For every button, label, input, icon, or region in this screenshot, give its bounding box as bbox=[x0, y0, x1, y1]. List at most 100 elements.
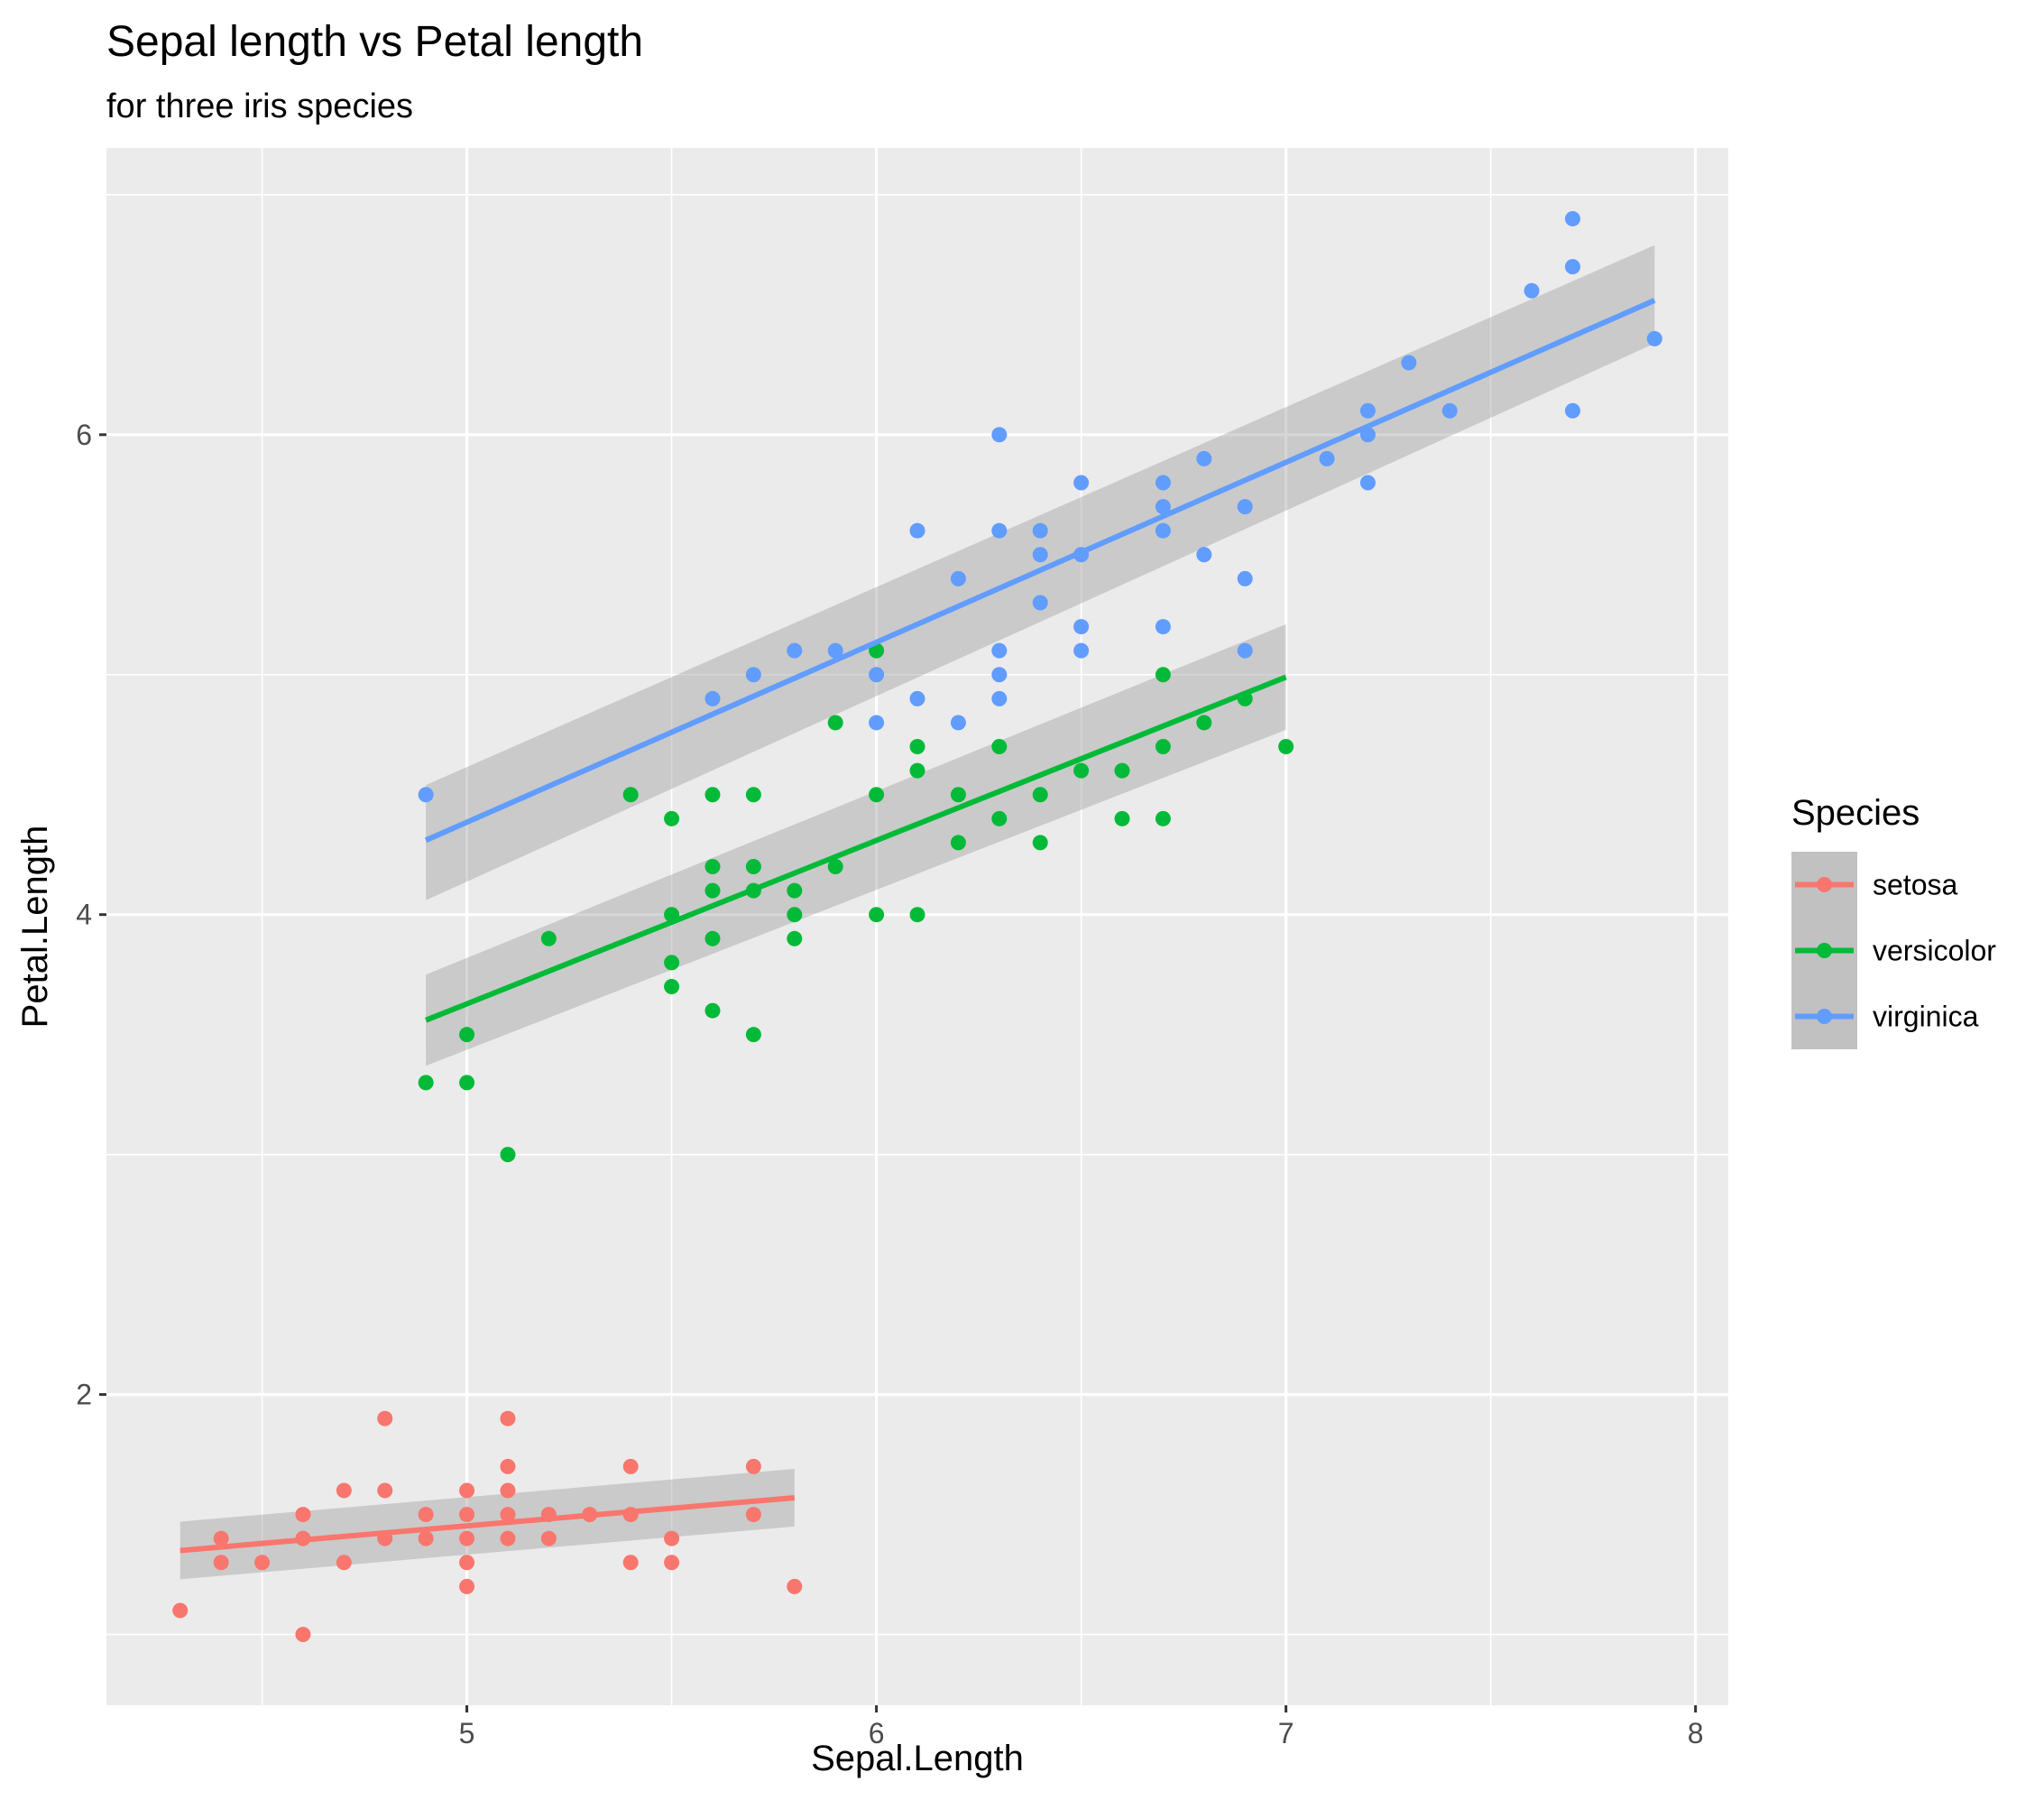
data-point-setosa bbox=[500, 1530, 516, 1546]
fit-line-virginica bbox=[424, 298, 1656, 844]
data-point-virginica bbox=[1237, 642, 1253, 659]
data-point-versicolor bbox=[869, 787, 885, 803]
chart-title: Sepal length vs Petal length bbox=[106, 18, 643, 66]
data-point-virginica bbox=[1401, 355, 1417, 371]
data-point-versicolor bbox=[909, 762, 925, 779]
data-point-virginica bbox=[869, 667, 885, 683]
data-point-setosa bbox=[377, 1410, 393, 1426]
data-point-virginica bbox=[1155, 499, 1171, 515]
data-point-virginica bbox=[1319, 450, 1335, 466]
data-point-versicolor bbox=[1155, 810, 1171, 826]
data-point-versicolor bbox=[418, 1075, 434, 1091]
data-point-setosa bbox=[787, 1578, 803, 1594]
data-point-setosa bbox=[418, 1507, 434, 1523]
data-point-versicolor bbox=[827, 859, 843, 875]
data-point-setosa bbox=[213, 1555, 229, 1571]
data-point-versicolor bbox=[664, 810, 680, 826]
data-point-setosa bbox=[213, 1530, 229, 1546]
data-point-setosa bbox=[500, 1507, 516, 1523]
data-point-versicolor bbox=[1073, 762, 1090, 779]
confidence-band-versicolor bbox=[426, 623, 1286, 1066]
data-point-virginica bbox=[1196, 450, 1212, 466]
data-point-versicolor bbox=[991, 739, 1008, 755]
fit-line-setosa bbox=[180, 1494, 796, 1554]
data-point-virginica bbox=[991, 522, 1008, 539]
fit-lines bbox=[180, 298, 1656, 1554]
data-point-versicolor bbox=[704, 859, 721, 875]
data-point-virginica bbox=[1564, 210, 1580, 226]
y-tick-label: 2 bbox=[76, 1379, 92, 1411]
data-point-versicolor bbox=[1155, 739, 1171, 755]
legend-label-setosa: setosa bbox=[1873, 869, 1957, 901]
data-point-setosa bbox=[664, 1530, 680, 1546]
data-point-setosa bbox=[254, 1555, 271, 1571]
data-point-versicolor bbox=[950, 787, 966, 803]
data-point-virginica bbox=[1441, 402, 1458, 419]
data-point-setosa bbox=[622, 1555, 639, 1571]
legend-key-point-versicolor bbox=[1817, 943, 1832, 958]
data-point-setosa bbox=[336, 1482, 352, 1499]
x-tick-label: 5 bbox=[459, 1717, 475, 1749]
data-point-virginica bbox=[1155, 475, 1171, 491]
data-point-virginica bbox=[1032, 547, 1048, 563]
legend-label-versicolor: versicolor bbox=[1873, 935, 1996, 967]
data-point-versicolor bbox=[1155, 667, 1171, 683]
data-point-virginica bbox=[827, 642, 843, 659]
data-point-virginica bbox=[1564, 259, 1580, 275]
data-point-virginica bbox=[787, 642, 803, 659]
legend-title: Species bbox=[1791, 793, 1920, 833]
data-point-virginica bbox=[909, 690, 925, 706]
data-point-setosa bbox=[172, 1602, 189, 1619]
data-point-virginica bbox=[1073, 619, 1090, 635]
data-point-setosa bbox=[295, 1627, 311, 1643]
data-point-versicolor bbox=[1196, 715, 1212, 731]
y-tick-label: 4 bbox=[76, 899, 92, 931]
x-tick-label: 7 bbox=[1278, 1717, 1294, 1749]
data-point-setosa bbox=[622, 1458, 639, 1474]
data-point-virginica bbox=[991, 667, 1008, 683]
data-point-setosa bbox=[377, 1482, 393, 1499]
data-point-versicolor bbox=[622, 787, 639, 803]
data-point-versicolor bbox=[1032, 835, 1048, 851]
data-point-versicolor bbox=[991, 810, 1008, 826]
data-point-versicolor bbox=[1114, 810, 1130, 826]
data-point-setosa bbox=[745, 1458, 761, 1474]
data-point-setosa bbox=[664, 1555, 680, 1571]
data-point-setosa bbox=[500, 1410, 516, 1426]
data-point-setosa bbox=[500, 1482, 516, 1499]
data-point-versicolor bbox=[664, 978, 680, 994]
data-points bbox=[172, 210, 1662, 1643]
data-point-versicolor bbox=[869, 907, 885, 923]
data-point-virginica bbox=[1564, 402, 1580, 419]
data-point-versicolor bbox=[704, 882, 721, 899]
legend-label-virginica: virginica bbox=[1873, 1001, 1979, 1033]
legend-key-point-setosa bbox=[1817, 877, 1832, 892]
minor-gridlines bbox=[106, 148, 1728, 1705]
data-point-virginica bbox=[1646, 330, 1662, 346]
data-point-versicolor bbox=[787, 882, 803, 899]
x-tick-label: 8 bbox=[1688, 1717, 1704, 1749]
data-point-setosa bbox=[459, 1507, 475, 1523]
data-point-versicolor bbox=[500, 1147, 516, 1163]
data-point-virginica bbox=[869, 715, 885, 731]
data-point-setosa bbox=[540, 1530, 557, 1546]
data-point-setosa bbox=[336, 1555, 352, 1571]
data-point-versicolor bbox=[787, 907, 803, 923]
legend: Species setosa versicolor virginica bbox=[1791, 793, 1996, 1049]
data-point-versicolor bbox=[745, 1027, 761, 1043]
data-point-setosa bbox=[459, 1555, 475, 1571]
data-point-virginica bbox=[991, 427, 1008, 443]
data-point-setosa bbox=[500, 1458, 516, 1474]
data-point-virginica bbox=[950, 715, 966, 731]
data-point-virginica bbox=[1524, 282, 1540, 299]
data-point-virginica bbox=[745, 667, 761, 683]
data-point-versicolor bbox=[540, 930, 557, 946]
data-point-setosa bbox=[418, 1530, 434, 1546]
x-axis-ticks: 5 6 7 8 bbox=[459, 1705, 1704, 1749]
x-axis-title: Sepal.Length bbox=[811, 1739, 1024, 1778]
y-axis-title: Petal.Length bbox=[15, 826, 55, 1029]
data-point-versicolor bbox=[704, 930, 721, 946]
chart-subtitle: for three iris species bbox=[106, 88, 413, 125]
data-point-virginica bbox=[1032, 595, 1048, 611]
